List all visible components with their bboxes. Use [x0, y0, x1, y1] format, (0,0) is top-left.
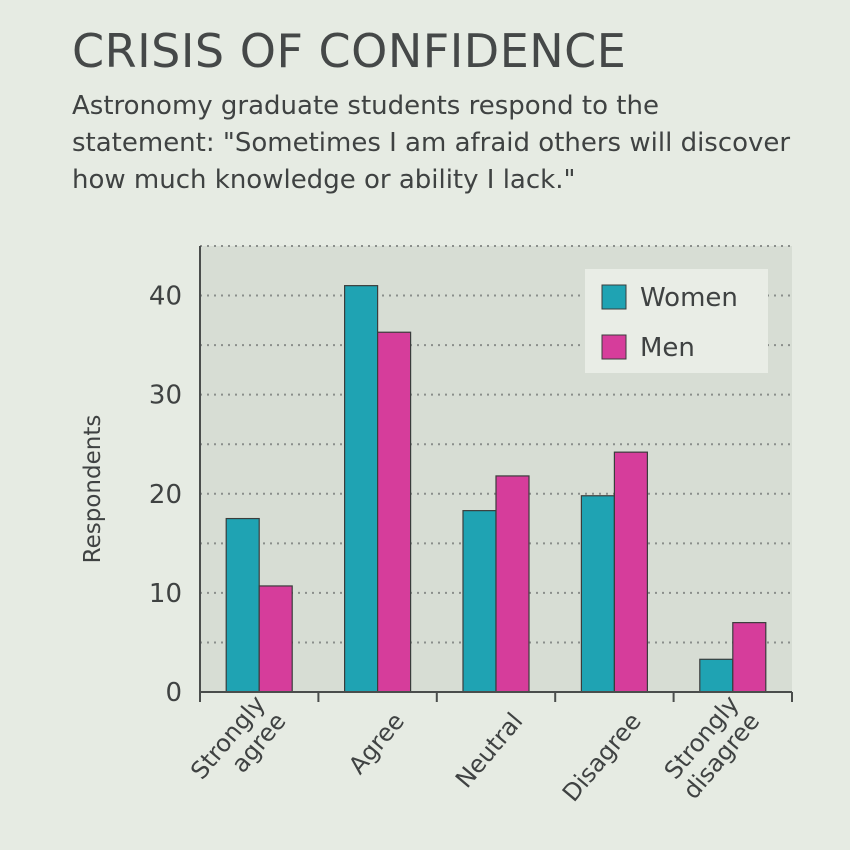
- y-tick-label: 10: [149, 579, 182, 609]
- bar-men-4: [732, 622, 767, 693]
- axes: [199, 246, 793, 702]
- legend-label-men: Men: [640, 333, 695, 363]
- legend-swatch-men: [601, 334, 627, 360]
- bar-men-2: [495, 475, 530, 693]
- bar-women-0: [225, 517, 260, 693]
- x-tick-label: Neutral: [450, 707, 528, 793]
- y-tick-label: 40: [149, 282, 182, 312]
- legend-label-women: Women: [640, 283, 738, 313]
- x-tick-labels: Stronglyagree Agree Neutral Disagree Strongl…: [185, 690, 765, 807]
- bar-women-3: [580, 495, 616, 693]
- x-tick-label: Stronglydisagree: [657, 690, 765, 804]
- bar-men-3: [613, 451, 649, 693]
- x-tick-label: Stronglyagree: [185, 690, 291, 802]
- chart-title: CRISIS OF CONFIDENCE: [72, 24, 627, 78]
- x-tick-label: Agree: [343, 707, 410, 779]
- y-tick-label: 30: [149, 381, 182, 411]
- y-axis-label: Respondents: [80, 415, 106, 564]
- y-tick-label: 20: [149, 480, 182, 510]
- legend-swatch-women: [601, 284, 627, 310]
- chart-subtitle: Astronomy graduate students respond to t…: [72, 91, 791, 195]
- y-tick-label: 0: [165, 678, 182, 708]
- bars: [225, 285, 767, 693]
- bar-men-0: [258, 585, 293, 693]
- bar-women-2: [462, 510, 497, 693]
- bar-men-1: [377, 331, 412, 693]
- x-tick-label: Disagree: [557, 707, 647, 807]
- bar-women-4: [699, 658, 734, 693]
- bar-women-1: [344, 285, 379, 693]
- y-tick-labels: 0 10 20 30 40: [149, 282, 182, 708]
- legend: Women Men: [585, 269, 768, 373]
